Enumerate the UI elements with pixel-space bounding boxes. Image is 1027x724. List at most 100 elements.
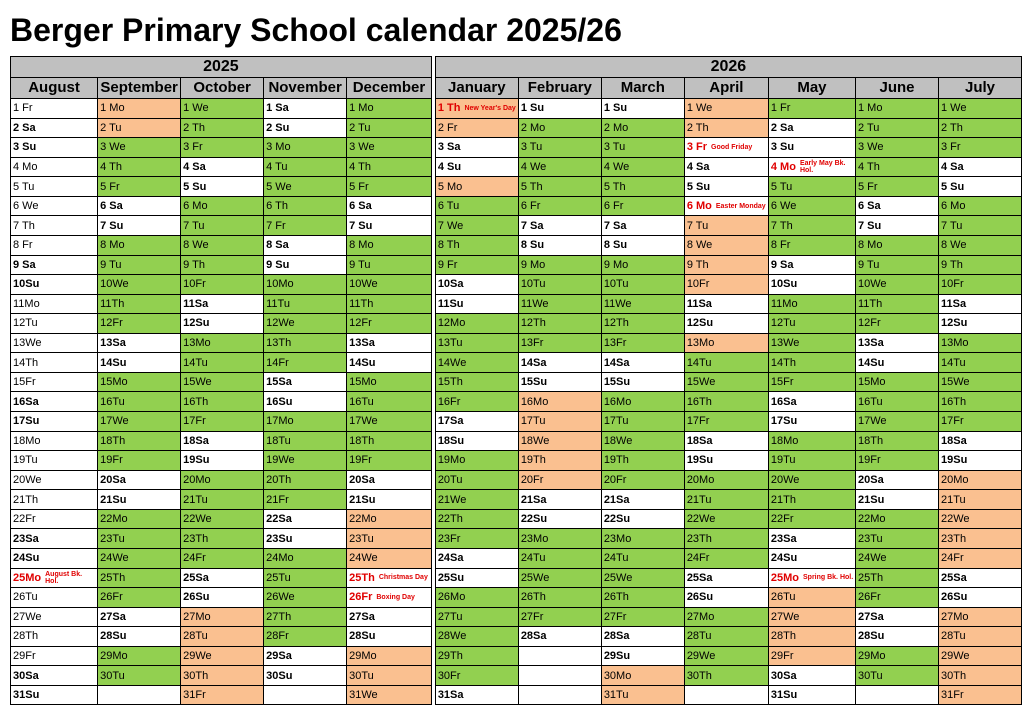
day-row: 19Tu 19Fr 19Su 19We 19Fr 19Mo 19Th 19Th 19Su 19Tu…	[9, 450, 1022, 471]
day-cell: 29Mo	[97, 645, 182, 667]
day-label: 5 Fr	[100, 180, 120, 193]
day-cell: 25Tu	[263, 567, 348, 589]
day-cell: 7 Tu	[938, 215, 1022, 236]
day-cell: 11Mo	[767, 293, 857, 315]
day-row: 7 Th 7 Su 7 Tu 7 Fr 7 Su 7 We 7 Sa 7 Sa 7 Tu 7 Th…	[9, 215, 1022, 236]
day-label: 13Th	[266, 337, 292, 350]
day-label: 15We	[686, 376, 716, 389]
day-label: 22Mo	[349, 513, 377, 526]
day-cell: 23Mo	[600, 528, 685, 549]
day-label: 1 Th	[437, 102, 461, 115]
day-label: 22Th	[437, 513, 463, 526]
day-cell: 9 Th	[938, 254, 1022, 276]
day-label: 29Sa	[266, 650, 292, 663]
day-cell: 13Mo	[683, 332, 769, 354]
day-label: 16Fr	[437, 395, 461, 408]
month-header-december: December	[346, 77, 432, 99]
day-label: 27We	[770, 610, 800, 623]
day-label: 7 Tu	[686, 219, 709, 232]
day-label: 13Fr	[603, 337, 627, 350]
day-label: 9 Th	[941, 258, 963, 271]
day-cell: 13Mo	[938, 332, 1022, 354]
day-label: 7 Th	[770, 219, 793, 232]
day-cell: 4 Mo	[9, 156, 99, 178]
day-label: 24Sa	[437, 552, 464, 565]
day-label: 27Mo	[183, 610, 211, 623]
day-cell: 19Fr	[97, 450, 182, 471]
day-label: 18Th	[100, 434, 126, 447]
day-row: 8 Fr 8 Mo 8 We 8 Sa 8 Mo 8 Th 8 Su 8 Su 8 We 8 Fr…	[9, 234, 1022, 256]
day-cell: 18Mo	[767, 430, 857, 452]
day-cell: 9 Sa	[9, 254, 99, 276]
day-cell: 1 We	[938, 98, 1022, 119]
day-label: 25Mo	[13, 571, 42, 584]
day-cell: 10Mo	[263, 274, 348, 295]
day-label: 22Fr	[770, 513, 794, 526]
day-cell: 11We	[517, 293, 602, 315]
day-label: 5 Fr	[349, 180, 369, 193]
day-cell	[263, 684, 348, 706]
day-label: 26Th	[520, 591, 546, 604]
day-label: 29We	[941, 650, 970, 663]
day-label: 5 Th	[603, 180, 626, 193]
day-label: 4 Sa	[941, 160, 964, 173]
day-label: 22Mo	[858, 513, 886, 526]
day-label: 20Mo	[686, 473, 715, 486]
day-row: 11Mo 11Th 11Sa 11Tu 11Th 11Su 11We 11We 11Sa 11Mo…	[9, 293, 1022, 315]
day-cell: 18We	[600, 430, 685, 452]
day-label: 18Th	[858, 434, 884, 447]
day-label: 27Mo	[941, 610, 969, 623]
day-cell: 7 Th	[767, 215, 857, 236]
day-label: 19Th	[603, 454, 629, 467]
day-cell: 6 Mo	[938, 195, 1022, 217]
day-label: 19Su	[183, 454, 210, 467]
day-cell: 22Mo	[855, 508, 939, 530]
day-cell: 5 Fr	[855, 176, 939, 197]
day-cell: 20We	[767, 469, 857, 491]
day-cell: 28Th	[767, 626, 857, 647]
day-cell: 9 Su	[263, 254, 348, 276]
day-label: 6 Tu	[437, 200, 460, 213]
day-cell: 16Th	[938, 391, 1022, 412]
day-label: 20We	[13, 473, 42, 486]
day-cell: 29Mo	[346, 645, 432, 667]
day-label: 19Fr	[100, 454, 123, 467]
day-cell: 7 We	[434, 215, 519, 236]
day-cell: 28Fr	[263, 626, 348, 647]
day-cell: 12Fr	[346, 313, 432, 334]
day-label: 14Th	[770, 356, 796, 369]
day-row: 18Mo 18Th 18Sa 18Tu 18Th 18Su 18We 18We 18Sa 18Mo…	[9, 430, 1022, 452]
day-label: 23Sa	[770, 532, 797, 545]
day-cell: 11We	[600, 293, 685, 315]
day-cell	[517, 645, 602, 667]
day-label: 19Tu	[770, 454, 796, 467]
day-label: 6 Sa	[100, 200, 123, 213]
day-label: 16Tu	[100, 395, 125, 408]
day-label: 18Tu	[266, 434, 291, 447]
day-cell: 2 Sa	[9, 117, 99, 139]
month-header-july: July	[938, 77, 1022, 99]
day-label: 24Fr	[941, 552, 964, 565]
day-label: 25Mo	[770, 571, 799, 584]
holiday-name: Early May Bk. Hol.	[799, 159, 846, 174]
day-label: 23Tu	[858, 532, 883, 545]
day-label: 11We	[520, 297, 549, 310]
holiday-day-cell: 25Mo Spring Bk. Hol.	[767, 567, 857, 589]
month-header-may: May	[767, 77, 857, 99]
day-label: 20Fr	[520, 473, 544, 486]
day-label: 5 Th	[520, 180, 543, 193]
day-label: 29Th	[437, 650, 463, 663]
day-label: 13Mo	[686, 337, 715, 350]
day-label: 22Su	[603, 513, 631, 526]
day-cell: 8 We	[180, 234, 265, 256]
day-label: 14Th	[13, 356, 39, 369]
day-label: 24We	[349, 552, 378, 565]
day-label: 23Sa	[13, 532, 39, 545]
day-cell: 7 Tu	[683, 215, 769, 236]
day-label: 3 Sa	[437, 141, 461, 154]
day-label: 9 Th	[686, 258, 709, 271]
day-cell: 17We	[346, 411, 432, 432]
day-cell: 6 Fr	[517, 195, 602, 217]
holiday-name: Spring Bk. Hol.	[803, 574, 854, 582]
page-title: Berger Primary School calendar 2025/26	[10, 12, 622, 48]
